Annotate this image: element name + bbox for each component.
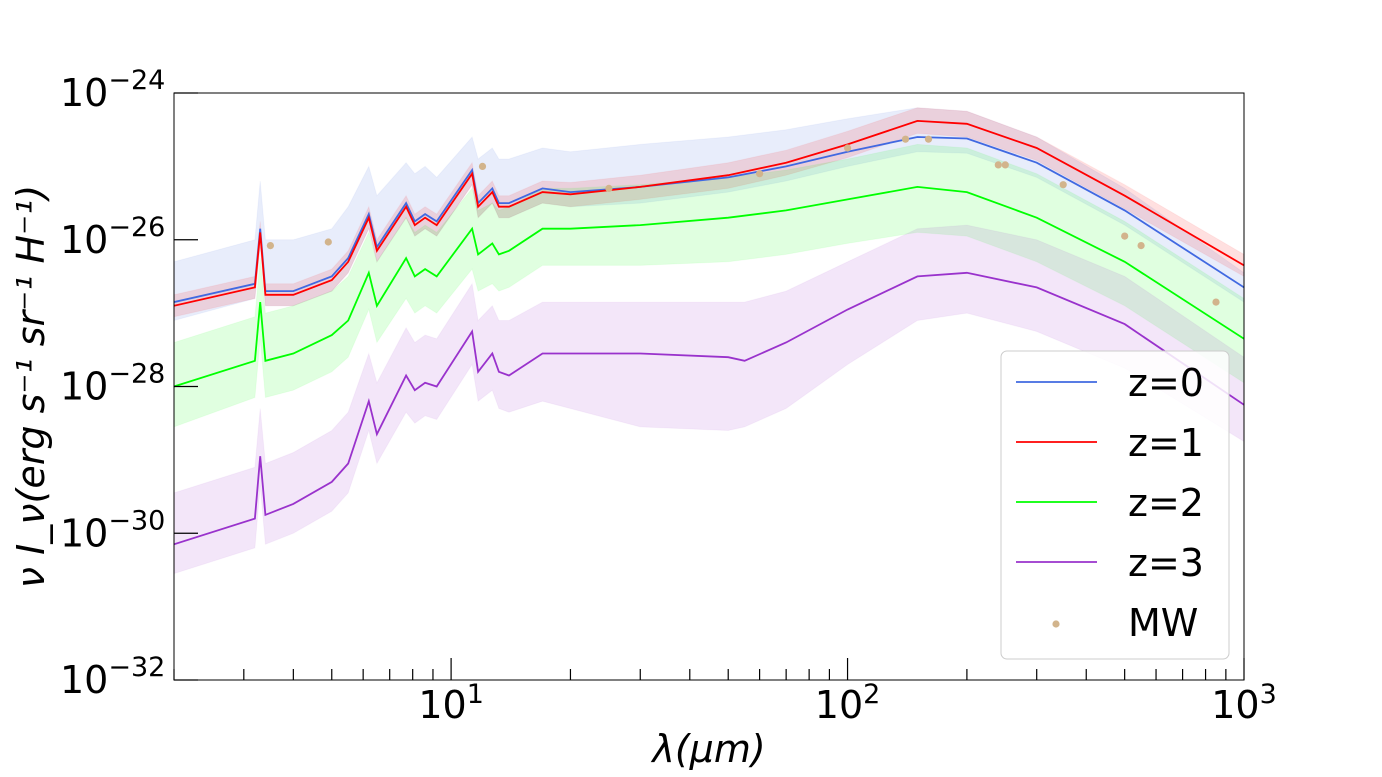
- band-z=3: [174, 224, 1244, 575]
- series-lines: [174, 119, 1244, 546]
- legend-label: z=1: [1128, 421, 1204, 465]
- legend-label: z=0: [1128, 361, 1204, 405]
- y-tick-label: 10−32: [60, 652, 165, 702]
- mw-point: [266, 242, 274, 250]
- legend-box: [1000, 350, 1230, 660]
- mw-point: [994, 161, 1002, 169]
- band-z=0: [174, 107, 1244, 322]
- y-tick-label: 10−30: [60, 505, 165, 555]
- y-tick-label: 10−28: [60, 359, 165, 409]
- mw-point: [924, 135, 933, 143]
- legend-label: z=3: [1128, 541, 1204, 585]
- series-line-z=1: [174, 119, 1244, 307]
- series-line-z=3: [174, 271, 1244, 546]
- y-tick-label: 10−26: [60, 212, 165, 262]
- band-z=1: [174, 107, 1244, 318]
- mw-point: [605, 184, 613, 192]
- mw-point: [1121, 232, 1129, 240]
- x-tick-label: 103: [1211, 679, 1277, 727]
- mw-points: [266, 135, 1220, 306]
- x-tick-label: 102: [815, 679, 881, 727]
- y-tick-label: 10−24: [60, 65, 165, 115]
- mw-point: [1137, 242, 1145, 250]
- mw-point: [1001, 161, 1009, 169]
- mw-point: [844, 144, 852, 152]
- mw-point: [756, 170, 764, 178]
- y-axis-title: ν I_ν(erg s⁻¹ sr⁻¹ H⁻¹): [9, 185, 53, 588]
- mw-point: [478, 162, 487, 170]
- mw-point: [324, 238, 332, 246]
- legend-swatch-MW: [1052, 620, 1060, 628]
- mw-point: [901, 135, 910, 143]
- mw-point: [1059, 181, 1067, 189]
- legend-label: z=2: [1128, 481, 1204, 525]
- mw-point: [1212, 298, 1220, 306]
- band-z=2: [174, 143, 1244, 428]
- uncertainty-bands: [174, 107, 1244, 575]
- y-ticks: 10−24 10−26 10−28 10−30 10−32: [60, 65, 198, 702]
- x-ticks: 101 102 103: [173, 658, 1277, 727]
- legend: z=0 z=1 z=2 z=3 MW: [1000, 350, 1230, 660]
- legend-label: MW: [1128, 601, 1198, 645]
- series-line-z=2: [174, 185, 1244, 388]
- x-tick-label: 101: [418, 679, 484, 727]
- x-axis-title: λ(μm): [650, 727, 765, 771]
